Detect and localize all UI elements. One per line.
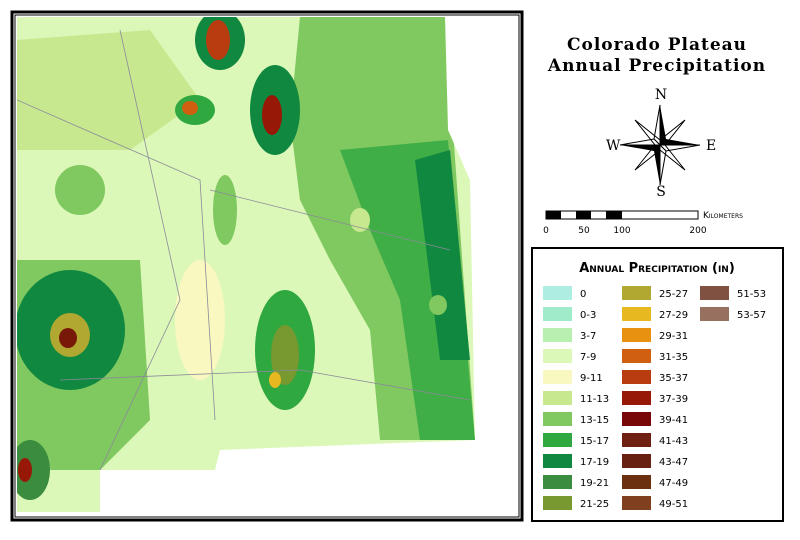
compass-south: S: [656, 184, 666, 200]
legend-label: 51-53: [737, 289, 766, 300]
legend-swatch: [622, 391, 651, 405]
legend-swatch: [700, 307, 729, 321]
legend-swatch: [622, 496, 651, 510]
legend-label: 53-57: [737, 310, 766, 321]
compass-west: W: [606, 138, 621, 154]
legend-swatch: [543, 496, 572, 510]
precip-raster: [17, 17, 475, 512]
legend-swatch: [543, 454, 572, 468]
legend-swatch: [543, 391, 572, 405]
legend-label: 11-13: [580, 394, 609, 405]
legend-title: Annual Precipitation (in): [579, 261, 735, 276]
legend-swatch: [622, 454, 651, 468]
legend-swatch: [543, 475, 572, 489]
legend-label: 37-39: [659, 394, 688, 405]
legend-label: 7-9: [580, 352, 596, 363]
legend-swatch: [622, 475, 651, 489]
map-title: Colorado Plateau: [567, 35, 747, 55]
legend-label: 9-11: [580, 373, 603, 384]
scale-unit: Kilometers: [703, 211, 743, 221]
legend-swatch: [543, 307, 572, 321]
legend-swatch: [622, 412, 651, 426]
legend-label: 43-47: [659, 457, 688, 468]
map-frame: [10, 10, 524, 522]
scale-bar: [545, 210, 699, 220]
compass-north: N: [655, 87, 667, 103]
legend-label: 39-41: [659, 415, 688, 426]
compass-rose: [619, 104, 701, 186]
legend-label: 41-43: [659, 436, 688, 447]
scale-label: 100: [613, 226, 630, 236]
map-title: Annual Precipitation: [547, 56, 766, 76]
legend-swatch: [543, 412, 572, 426]
legend-label: 49-51: [659, 499, 688, 510]
legend-label: 15-17: [580, 436, 609, 447]
map: [10, 10, 524, 522]
legend-label: 35-37: [659, 373, 688, 384]
legend-swatch: [622, 370, 651, 384]
legend-swatch: [622, 307, 651, 321]
legend-label: 27-29: [659, 310, 688, 321]
scale-label: 50: [578, 226, 590, 236]
legend-label: 19-21: [580, 478, 609, 489]
legend-swatch: [543, 370, 572, 384]
legend-swatch: [543, 286, 572, 300]
scale-label: 0: [543, 226, 549, 236]
legend-label: 29-31: [659, 331, 688, 342]
legend-label: 47-49: [659, 478, 688, 489]
legend-swatch: [622, 328, 651, 342]
legend-label: 21-25: [580, 499, 609, 510]
legend-label: 25-27: [659, 289, 688, 300]
legend-swatch: [543, 328, 572, 342]
legend-label: 0: [580, 289, 586, 300]
legend-label: 31-35: [659, 352, 688, 363]
legend-swatch: [622, 433, 651, 447]
map-frame-inner: [14, 14, 520, 518]
legend-label: 13-15: [580, 415, 609, 426]
legend-swatch: [622, 349, 651, 363]
legend-swatch: [700, 286, 729, 300]
compass-east: E: [706, 138, 716, 154]
legend-label: 3-7: [580, 331, 596, 342]
legend-swatch: [622, 286, 651, 300]
legend-label: 17-19: [580, 457, 609, 468]
legend-swatch: [543, 349, 572, 363]
legend-swatch: [543, 433, 572, 447]
legend-items: 0 0-3 3-7 7-9 9-11 11-13 13-15 15-17 17-19 19-21 2…: [543, 286, 766, 510]
legend-box: [531, 247, 784, 522]
scale-label: 200: [689, 226, 706, 236]
legend-label: 0-3: [580, 310, 596, 321]
